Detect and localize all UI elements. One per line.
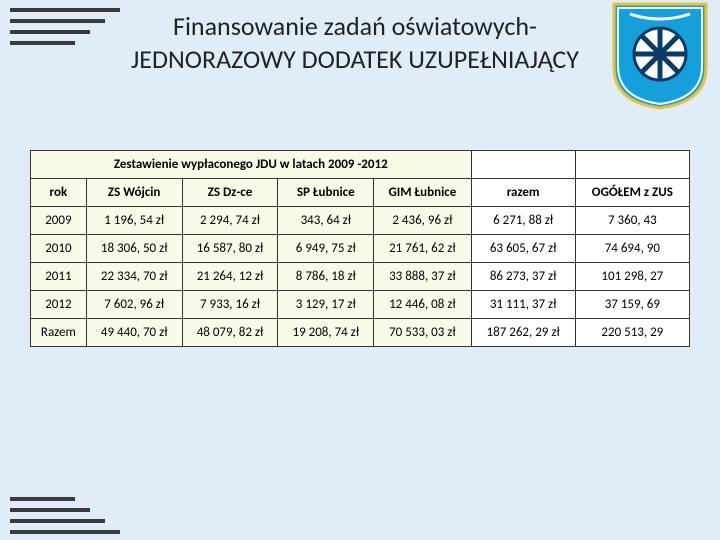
cell-ogolem: 37 159, 69 [575, 291, 689, 319]
cell: 70 533, 03 zł [374, 319, 471, 347]
col-gim-lubnice: GIM Łubnice [374, 179, 471, 207]
cell: 16 587, 80 zł [182, 235, 278, 263]
cell-razem: 86 273, 37 zł [471, 263, 575, 291]
cell: 48 079, 82 zł [182, 319, 278, 347]
cell: 3 129, 17 zł [278, 291, 374, 319]
table-header-row: rok ZS Wójcin ZS Dz-ce SP Łubnice GIM Łu… [31, 179, 690, 207]
cell: 7 602, 96 zł [86, 291, 182, 319]
cell-ogolem: 7 360, 43 [575, 207, 689, 235]
table-row: 2011 22 334, 70 zł 21 264, 12 zł 8 786, … [31, 263, 690, 291]
cell-razem: 187 262, 29 zł [471, 319, 575, 347]
decor-line [10, 30, 90, 34]
blank-header [471, 151, 575, 179]
cell-ogolem: 74 694, 90 [575, 235, 689, 263]
shield-icon [612, 2, 708, 110]
slide-header: Finansowanie zadań oświatowych- JEDNORAZ… [0, 0, 720, 120]
table-body: 2009 1 196, 54 zł 2 294, 74 zł 343, 64 z… [31, 207, 690, 347]
cell: 21 761, 62 zł [374, 235, 471, 263]
page-title: Finansowanie zadań oświatowych- JEDNORAZ… [120, 10, 590, 75]
col-dzce: ZS Dz-ce [182, 179, 278, 207]
cell-razem: 31 111, 37 zł [471, 291, 575, 319]
col-ogolem: OGÓŁEM z ZUS [575, 179, 689, 207]
cell: 33 888, 37 zł [374, 263, 471, 291]
cell: 2 436, 96 zł [374, 207, 471, 235]
cell: 6 949, 75 zł [278, 235, 374, 263]
cell: 7 933, 16 zł [182, 291, 278, 319]
footer-decor-lines [10, 490, 120, 534]
cell: 21 264, 12 zł [182, 263, 278, 291]
cell: 18 306, 50 zł [86, 235, 182, 263]
decor-line [10, 41, 75, 45]
cell-rok: 2009 [31, 207, 87, 235]
cell: 8 786, 18 zł [278, 263, 374, 291]
table-row: 2009 1 196, 54 zł 2 294, 74 zł 343, 64 z… [31, 207, 690, 235]
col-sp-lubnice: SP Łubnice [278, 179, 374, 207]
table-row-total: Razem 49 440, 70 zł 48 079, 82 zł 19 208… [31, 319, 690, 347]
cell-ogolem: 220 513, 29 [575, 319, 689, 347]
cell: 2 294, 74 zł [182, 207, 278, 235]
table-row: 2010 18 306, 50 zł 16 587, 80 zł 6 949, … [31, 235, 690, 263]
decor-line [10, 19, 105, 23]
decor-line [10, 508, 90, 512]
table-caption: Zestawienie wypłaconego JDU w latach 200… [31, 151, 472, 179]
cell-razem: 6 271, 88 zł [471, 207, 575, 235]
cell-ogolem: 101 298, 27 [575, 263, 689, 291]
jdu-table: Zestawienie wypłaconego JDU w latach 200… [30, 150, 690, 347]
cell-rok: 2011 [31, 263, 87, 291]
col-rok: rok [31, 179, 87, 207]
decor-line [10, 530, 120, 534]
col-wojcin: ZS Wójcin [86, 179, 182, 207]
content-area: Zestawienie wypłaconego JDU w latach 200… [0, 120, 720, 347]
col-razem: razem [471, 179, 575, 207]
decor-line [10, 8, 120, 12]
decor-line [10, 497, 75, 501]
cell: 343, 64 zł [278, 207, 374, 235]
cell-rok: Razem [31, 319, 87, 347]
blank-header [575, 151, 689, 179]
decor-line [10, 519, 105, 523]
cell: 12 446, 08 zł [374, 291, 471, 319]
cell-rok: 2010 [31, 235, 87, 263]
cell: 22 334, 70 zł [86, 263, 182, 291]
table-caption-row: Zestawienie wypłaconego JDU w latach 200… [31, 151, 690, 179]
coat-of-arms-logo [612, 2, 708, 110]
cell: 19 208, 74 zł [278, 319, 374, 347]
header-decor-lines [10, 8, 120, 52]
table-row: 2012 7 602, 96 zł 7 933, 16 zł 3 129, 17… [31, 291, 690, 319]
cell-razem: 63 605, 67 zł [471, 235, 575, 263]
cell: 49 440, 70 zł [86, 319, 182, 347]
cell: 1 196, 54 zł [86, 207, 182, 235]
cell-rok: 2012 [31, 291, 87, 319]
